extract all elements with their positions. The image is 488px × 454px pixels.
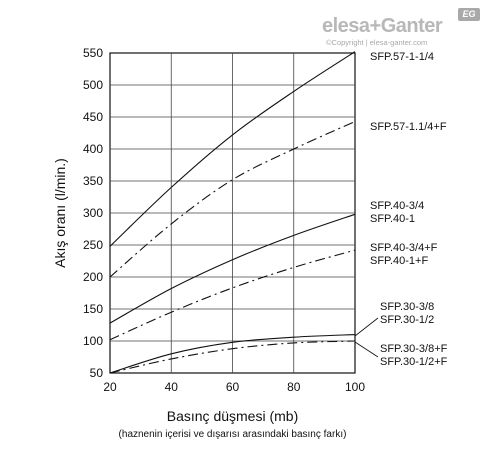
series-line-5 [109, 340, 356, 374]
y-tick-label: 450 [83, 110, 103, 124]
x-tick-label: 100 [345, 380, 365, 394]
series-label: SFP.40-1 [370, 213, 415, 225]
label-leader-line [354, 317, 379, 337]
series-label: SFP.30-1/2+F [380, 356, 448, 368]
series-label: SFP.57-1-1/4 [370, 51, 434, 63]
x-axis-subtitle: (haznenin içerisi ve dışarısı arasındaki… [119, 429, 347, 440]
logo-brand: elesa+Ganter [322, 15, 443, 37]
series-label: SFP.30-3/8+F [380, 343, 448, 355]
series-label: SFP.40-3/4+F [370, 242, 438, 254]
y-tick-label: 350 [83, 174, 103, 188]
y-tick-label: 200 [83, 270, 103, 284]
label-leader-line [354, 341, 379, 358]
series-label: SFP.30-3/8 [380, 301, 434, 313]
x-tick-label: 80 [287, 380, 301, 394]
y-axis-title: Akış oranı (l/min.) [52, 158, 68, 268]
x-tick-label: 20 [103, 380, 117, 394]
series-line-2 [109, 213, 356, 324]
logo-badge: EG [458, 8, 480, 21]
series-label: SFP.40-3/4 [370, 200, 424, 212]
y-tick-label: 150 [83, 302, 103, 316]
x-tick-label: 60 [226, 380, 240, 394]
series-label: SFP.40-1+F [370, 255, 428, 267]
brand-logo: elesa+Ganter EG ©Copyright | elesa-gante… [322, 8, 482, 50]
y-tick-label: 550 [83, 46, 103, 60]
x-tick-label: 40 [165, 380, 179, 394]
series-label: SFP.57-1.1/4+F [370, 121, 447, 133]
y-tick-label: 400 [83, 142, 103, 156]
y-tick-label: 50 [90, 366, 104, 380]
series-line-3 [109, 249, 356, 341]
y-tick-label: 300 [83, 206, 103, 220]
series-line-0 [109, 51, 356, 247]
series-line-1 [109, 120, 356, 278]
series-label: SFP.30-1/2 [380, 314, 434, 326]
y-tick-label: 250 [83, 238, 103, 252]
y-tick-label: 100 [83, 334, 103, 348]
logo-copyright: ©Copyright | elesa-ganter.com [326, 38, 428, 47]
y-tick-label: 500 [83, 78, 103, 92]
series-line-4 [109, 334, 356, 374]
x-axis-title: Basınç düşmesi (mb) [167, 408, 298, 424]
